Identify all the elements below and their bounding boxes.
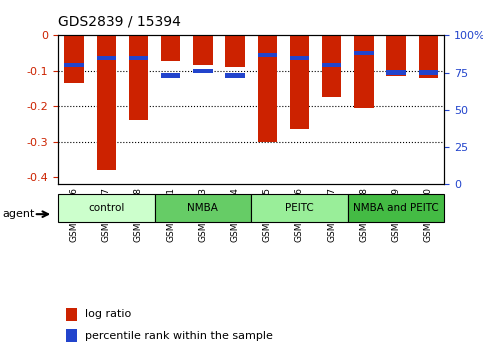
Bar — [322, 35, 341, 97]
Bar — [97, 56, 116, 60]
Bar — [161, 73, 180, 78]
Bar — [64, 63, 84, 67]
Bar — [129, 56, 148, 60]
Bar — [257, 35, 277, 142]
Bar — [193, 69, 213, 73]
Bar — [290, 35, 309, 129]
Text: control: control — [88, 203, 125, 213]
Bar — [290, 56, 309, 60]
Bar — [64, 35, 84, 83]
Bar — [226, 73, 245, 78]
Bar — [386, 35, 406, 76]
Bar — [193, 35, 213, 65]
Bar — [419, 35, 438, 78]
FancyBboxPatch shape — [58, 194, 155, 222]
FancyBboxPatch shape — [348, 194, 444, 222]
Text: NMBA: NMBA — [187, 203, 218, 213]
Bar — [419, 70, 438, 75]
Bar — [66, 308, 77, 321]
Text: log ratio: log ratio — [85, 309, 131, 319]
FancyBboxPatch shape — [251, 194, 348, 222]
Text: PEITC: PEITC — [285, 203, 314, 213]
Text: percentile rank within the sample: percentile rank within the sample — [85, 331, 273, 341]
FancyBboxPatch shape — [155, 194, 251, 222]
Text: NMBA and PEITC: NMBA and PEITC — [353, 203, 439, 213]
Bar — [257, 53, 277, 57]
Bar — [66, 329, 77, 343]
Bar — [161, 35, 180, 61]
Text: agent: agent — [2, 209, 35, 219]
Bar — [354, 35, 373, 108]
Text: GDS2839 / 15394: GDS2839 / 15394 — [58, 14, 181, 28]
Bar — [322, 63, 341, 67]
Bar — [386, 70, 406, 75]
Bar — [97, 35, 116, 170]
Bar — [226, 35, 245, 67]
Bar — [354, 51, 373, 55]
Bar — [129, 35, 148, 120]
